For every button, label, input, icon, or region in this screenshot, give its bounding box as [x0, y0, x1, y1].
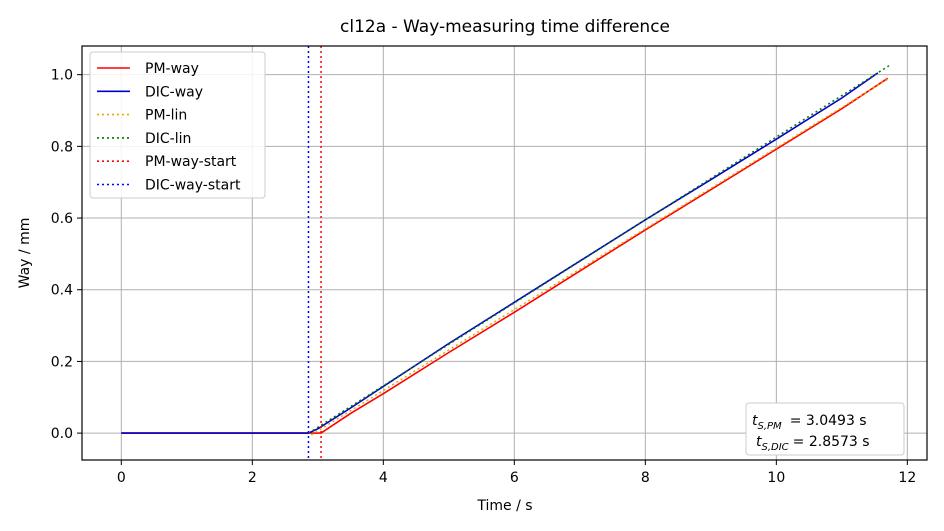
y-tick-label: 0.4	[51, 283, 73, 299]
y-axis-label: Way / mm	[17, 218, 33, 289]
x-tick-label: 8	[641, 470, 650, 486]
legend: PM-way DIC-way PM-lin DIC-lin PM-way-start DI…	[89, 51, 266, 199]
axis-ticks: 0 2 4 6 8 10 12 0.0 0.2 0.4 0.6 0.8 1.0	[51, 68, 917, 486]
annotation-dic: tS,DIC = 2.8573 s	[756, 434, 870, 453]
plot-frame	[81, 45, 928, 461]
x-tick-label: 2	[248, 470, 257, 486]
series-pm-lin	[310, 77, 890, 436]
annotation-box: tS,PM = 3.0493 s tS,DIC = 2.8573 s	[745, 402, 905, 456]
series-layer	[121, 46, 890, 460]
y-tick-label: 0.8	[51, 139, 73, 155]
x-tick-label: 12	[898, 470, 916, 486]
x-axis-label: Time / s	[476, 498, 532, 514]
x-tick-label: 10	[767, 470, 785, 486]
legend-label-dic-lin: DIC-lin	[145, 131, 191, 147]
y-tick-label: 0.0	[51, 426, 73, 442]
legend-label-pm-lin: PM-lin	[145, 108, 187, 124]
x-tick-label: 0	[117, 470, 126, 486]
legend-label-dic-way: DIC-way	[145, 84, 203, 100]
legend-label-pm-way-start: PM-way-start	[145, 154, 237, 170]
legend-box	[89, 51, 266, 199]
legend-label-pm-way: PM-way	[145, 61, 199, 77]
x-tick-label: 4	[379, 470, 388, 486]
y-tick-label: 0.2	[51, 354, 73, 370]
chart-title: cl12a - Way-measuring time difference	[340, 17, 670, 37]
y-tick-label: 1.0	[51, 68, 73, 84]
legend-label-dic-way-start: DIC-way-start	[145, 178, 241, 194]
annotation-pm: tS,PM = 3.0493 s	[752, 413, 867, 432]
x-tick-label: 6	[510, 470, 519, 486]
y-tick-label: 0.6	[51, 211, 73, 227]
